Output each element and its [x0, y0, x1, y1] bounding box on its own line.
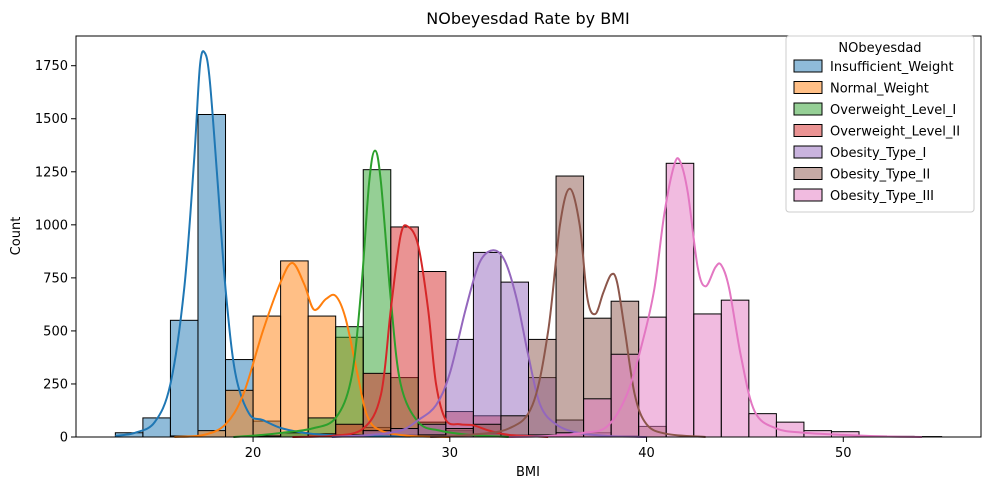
- legend-swatch-Insufficient_Weight: [793, 59, 823, 73]
- kde-layer: [115, 50, 922, 438]
- x-tick-label: 50: [835, 446, 852, 461]
- bar-Obesity_Type_III-23: [748, 413, 777, 438]
- x-axis-label: BMI: [516, 465, 540, 480]
- legend-label-Insufficient_Weight: Insufficient_Weight: [830, 60, 954, 75]
- bar-Normal_Weight-6: [280, 260, 309, 438]
- y-tick-label: 1250: [35, 165, 68, 180]
- y-axis-label: Count: [9, 217, 24, 256]
- y-tick-label: 250: [43, 377, 68, 392]
- legend-label-Obesity_Type_I: Obesity_Type_I: [830, 146, 926, 161]
- legend-title: NObeyesdad: [838, 41, 921, 56]
- x-tick-label: 30: [442, 446, 459, 461]
- legend-label-Normal_Weight: Normal_Weight: [830, 82, 929, 97]
- kde-line-Obesity_Type_III: [508, 157, 922, 438]
- bar-Obesity_Type_I-13: [472, 251, 502, 438]
- legend-label-Obesity_Type_III: Obesity_Type_III: [830, 189, 934, 204]
- legend-swatch-Overweight_Level_II: [793, 124, 823, 137]
- bar-Obesity_Type_III-21: [693, 313, 722, 438]
- x-axis-ticks: 20 30 40 50: [245, 437, 852, 461]
- legend-label-Obesity_Type_II: Obesity_Type_II: [830, 168, 930, 183]
- kde-line-Obesity_Type_I: [331, 249, 647, 438]
- plot-frame: [75, 35, 982, 438]
- bar-Obesity_Type_I-14: [500, 281, 529, 438]
- legend: NObeyesdad Insufficient_Weight Normal_Wei…: [785, 35, 975, 213]
- bar-Obesity_Type_I-12: [445, 338, 474, 438]
- y-tick-label: 0: [60, 431, 68, 446]
- chart-title: NObeyesdad Rate by BMI: [426, 9, 629, 28]
- bar-Insufficient_Weight-2: [169, 319, 199, 438]
- bar-Overweight_Level_II-10: [390, 226, 419, 438]
- legend-swatch-Obesity_Type_III: [793, 188, 823, 202]
- kde-line-Insufficient_Weight: [115, 50, 411, 438]
- y-tick-label: 1750: [35, 59, 68, 74]
- y-tick-label: 1000: [35, 218, 68, 233]
- legend-box: [785, 35, 975, 213]
- x-tick-label: 40: [638, 446, 655, 461]
- y-tick-label: 750: [43, 271, 68, 286]
- y-tick-label: 1500: [35, 112, 68, 127]
- legend-label-Overweight_Level_I: Overweight_Level_I: [830, 103, 956, 118]
- bar-Overweight_Level_II-9: [362, 372, 392, 438]
- kde-line-Overweight_Level_I: [233, 149, 509, 438]
- bar-Insufficient_Weight-3: [197, 114, 227, 438]
- y-tick-label: 500: [43, 324, 68, 339]
- bar-Obesity_Type_II-16: [555, 175, 585, 438]
- legend-label-Overweight_Level_II: Overweight_Level_II: [830, 125, 960, 140]
- kde-line-Obesity_Type_II: [430, 187, 706, 438]
- x-tick-label: 20: [245, 446, 262, 461]
- y-axis-ticks: 0 250 500 750 1000 1250 1500 1750: [35, 59, 76, 446]
- legend-swatch-Normal_Weight: [793, 81, 823, 94]
- bar-Normal_Weight-5: [252, 315, 282, 438]
- legend-swatch-Obesity_Type_II: [793, 167, 823, 180]
- legend-items: Insufficient_Weight Normal_Weight Overweig…: [793, 59, 960, 204]
- legend-swatch-Overweight_Level_I: [793, 102, 823, 116]
- bar-Normal_Weight-7: [307, 315, 337, 438]
- kde-line-Overweight_Level_II: [292, 224, 549, 438]
- legend-swatch-Obesity_Type_I: [793, 145, 823, 159]
